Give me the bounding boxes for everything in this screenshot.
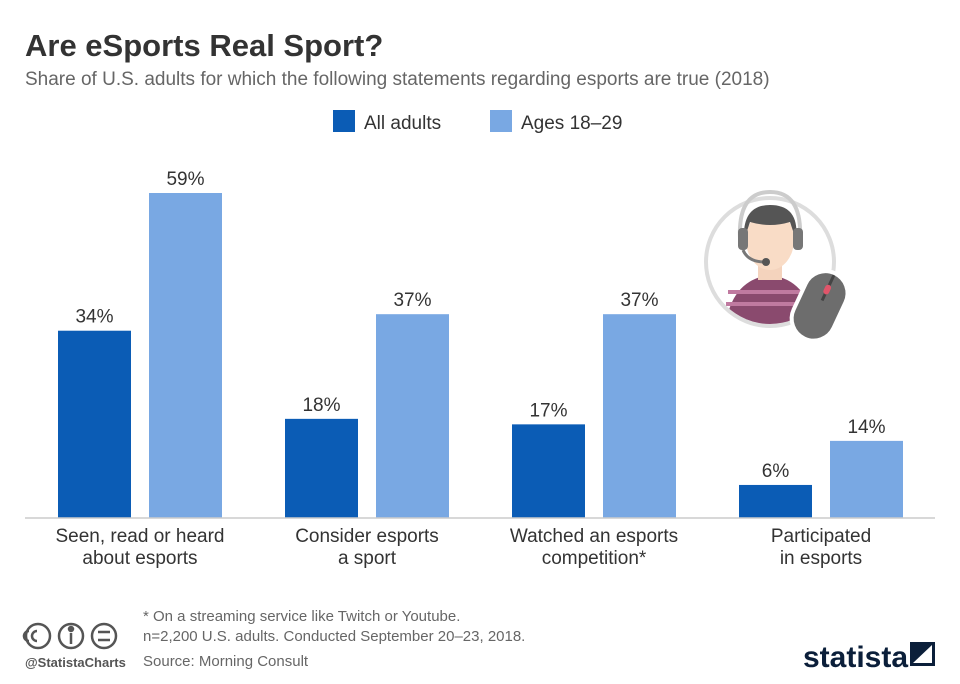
source: Source: Morning Consult: [143, 653, 309, 670]
x-tick-label: a sport: [338, 548, 397, 569]
legend-label: All adults: [364, 113, 441, 134]
legend-swatch: [333, 110, 355, 132]
legend-label: Ages 18–29: [521, 113, 622, 134]
value-label: 17%: [529, 400, 567, 421]
brand-logo: statista: [803, 641, 908, 674]
chart-subtitle: Share of U.S. adults for which the follo…: [25, 69, 770, 90]
bar: [603, 314, 676, 518]
x-tick-label: Consider esports: [295, 526, 439, 547]
value-label: 14%: [847, 417, 885, 438]
footer: @StatistaCharts * On a streaming service…: [22, 608, 935, 674]
x-tick-label: Seen, read or heard: [55, 526, 224, 547]
x-tick-label: Participated: [771, 526, 871, 547]
x-tick-label: in esports: [780, 548, 862, 569]
value-label: 59%: [166, 169, 204, 190]
brand-icon: [910, 642, 935, 666]
credit: @StatistaCharts: [25, 655, 126, 670]
bar: [376, 314, 449, 518]
bar: [512, 424, 585, 518]
value-label: 37%: [620, 290, 658, 311]
legend-swatch: [490, 110, 512, 132]
bar: [285, 418, 358, 518]
note: * On a streaming service like Twitch or …: [143, 608, 460, 625]
bar: [58, 330, 131, 518]
value-label: 6%: [762, 461, 790, 482]
value-label: 18%: [302, 395, 340, 416]
cc-icons: [22, 622, 118, 650]
bar: [830, 440, 903, 518]
x-tick-label: competition*: [542, 548, 647, 569]
value-label: 37%: [393, 290, 431, 311]
illustration: [704, 189, 850, 343]
note: n=2,200 U.S. adults. Conducted September…: [143, 628, 525, 645]
bar: [149, 193, 222, 518]
x-tick-label: about esports: [82, 548, 197, 569]
bar: [739, 484, 812, 518]
chart-title: Are eSports Real Sport?: [25, 28, 383, 63]
x-tick-label: Watched an esports: [510, 526, 678, 547]
value-label: 34%: [75, 307, 113, 328]
